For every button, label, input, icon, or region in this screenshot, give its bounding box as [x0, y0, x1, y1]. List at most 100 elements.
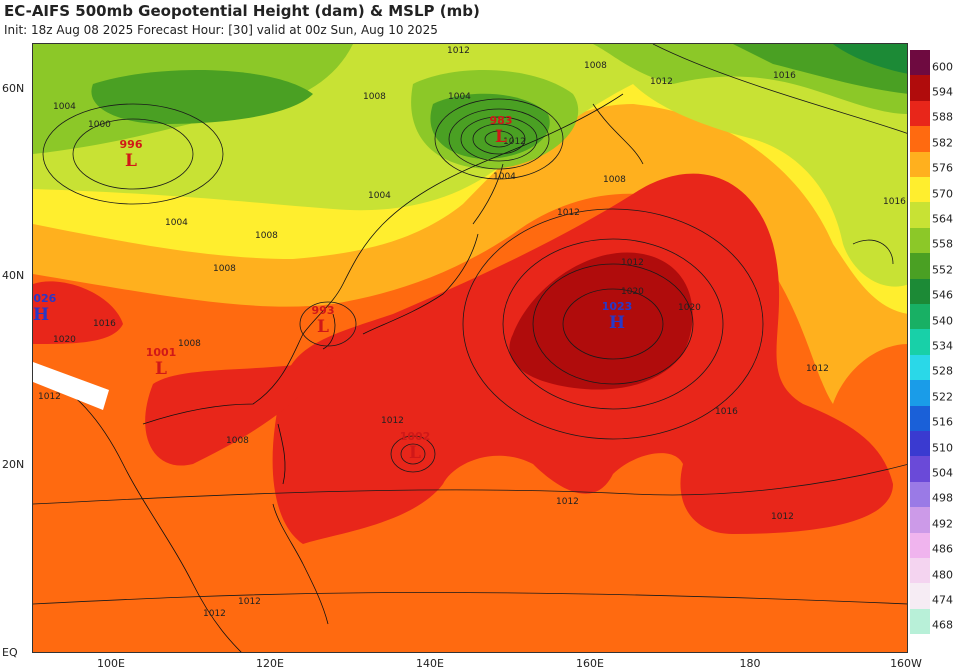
colorbar-label: 492: [932, 517, 953, 531]
colorbar-swatch: [910, 354, 930, 381]
center-letter: H: [609, 313, 625, 333]
isobar-label: 1012: [621, 258, 644, 268]
map-canvas: 1012 1012 1008 1016 1004 1000 1004 1008 …: [33, 44, 907, 652]
lon-tick: 120E: [256, 657, 284, 670]
center-letter: L: [155, 359, 167, 379]
pressure-center: 1002 L: [400, 430, 431, 463]
center-value: 1001: [146, 346, 177, 359]
isobar-label: 1008: [226, 436, 249, 446]
pressure-centers: 996 L 983 L 1026 H 993 L 1001 L 1023 H 1…: [33, 114, 632, 463]
isobar-label: 1016: [883, 197, 906, 207]
isobar-label: 1012: [203, 609, 226, 619]
colorbar-label: 540: [932, 314, 953, 327]
colorbar-label: 498: [932, 491, 953, 505]
colorbar-swatch: [910, 380, 930, 406]
colorbar-swatch: [910, 481, 930, 508]
colorbar-label: 510: [932, 441, 953, 454]
lon-tick: 160W: [890, 657, 922, 670]
colorbar-swatch: [910, 608, 930, 635]
isobar-label: 1012: [38, 392, 61, 402]
colorbar-label: 564: [932, 212, 953, 226]
colorbar-label: 528: [932, 364, 953, 378]
chart-title: EC-AIFS 500mb Geopotential Height (dam) …: [4, 2, 480, 20]
field-552-zone-nw: [91, 70, 313, 124]
colorbar-label: 534: [932, 339, 953, 353]
lat-tick: 20N: [2, 458, 25, 471]
lat-tick: EQ: [2, 646, 18, 659]
colorbar-label: 582: [932, 136, 953, 150]
center-letter: L: [409, 443, 421, 463]
pressure-center: 996 L: [120, 138, 143, 171]
colorbar-swatch: [910, 202, 930, 228]
center-value: 983: [490, 114, 513, 127]
isobar-label: 1008: [363, 92, 386, 102]
colorbar-label: 552: [932, 263, 953, 277]
isobar-label: 1000: [88, 120, 111, 130]
center-letter: L: [125, 151, 137, 171]
pressure-center: 1023 H: [602, 300, 633, 333]
lon-tick: 180: [739, 657, 761, 670]
center-letter: H: [33, 305, 49, 325]
field-588-zone-china: [145, 359, 333, 466]
isobars: [33, 44, 907, 605]
pressure-center: 1001 L: [146, 346, 177, 379]
colorbar-swatch: [910, 100, 930, 127]
isobar-label: 1004: [368, 191, 391, 201]
colorbar-swatch: [910, 558, 930, 584]
chart-subtitle: Init: 18z Aug 08 2025 Forecast Hour: [30…: [4, 23, 438, 37]
colorbar-swatch: [910, 50, 930, 76]
colorbar-label: 594: [932, 85, 953, 99]
colorbar-swatch: [910, 405, 930, 431]
center-value: 993: [312, 304, 335, 317]
isobar-label: 1008: [584, 61, 607, 71]
colorbar-swatch: [910, 583, 930, 609]
colorbar-swatch: [910, 329, 930, 355]
colorbar-swatch: [910, 532, 930, 558]
colorbar-swatch: [910, 126, 930, 152]
lon-tick: 100E: [97, 657, 125, 670]
colorbar-swatch: [910, 304, 930, 330]
missing-data-wedge: [33, 362, 109, 410]
center-value: 1026: [33, 292, 57, 305]
colorbar-label: 468: [932, 618, 953, 632]
coastlines: [33, 93, 644, 652]
colorbar-label: 558: [932, 237, 953, 251]
isobar-label: 1004: [165, 218, 188, 228]
isobar-labels: 1012 1012 1008 1016 1004 1000 1004 1008 …: [38, 46, 906, 619]
colorbar-swatch: [910, 431, 930, 457]
colorbar-label: 546: [932, 288, 953, 302]
isobar-label: 1004: [53, 102, 76, 112]
field-594-core: [509, 252, 693, 390]
isobar-label: 1020: [621, 287, 644, 297]
lon-tick: 140E: [416, 657, 444, 670]
isobar-label: 1016: [715, 407, 738, 417]
pressure-center: 1026 H: [33, 292, 57, 325]
colorbar-label: 588: [932, 110, 953, 124]
lat-tick: 40N: [2, 269, 25, 282]
lat-tick: 60N: [2, 82, 25, 95]
field-546-zone-ne: [833, 44, 907, 74]
isobar-label: 1012: [381, 416, 404, 426]
colorbar-label: 522: [932, 390, 953, 404]
map-panel: 1012 1012 1008 1016 1004 1000 1004 1008 …: [32, 43, 908, 653]
center-value: 1023: [602, 300, 633, 313]
isobar-label: 1008: [213, 264, 236, 274]
colorbar-swatch: [910, 75, 930, 101]
center-letter: L: [495, 127, 507, 147]
isobar-label: 1004: [493, 172, 516, 182]
isobar-label: 1012: [650, 77, 673, 87]
colorbar-label: 576: [932, 161, 953, 175]
colorbar-swatch: [910, 456, 930, 482]
colorbar-swatch: [910, 227, 930, 254]
colorbar-label: 516: [932, 415, 953, 429]
center-letter: L: [317, 317, 329, 337]
colorbar-label: 474: [932, 593, 953, 607]
isobar-label: 1008: [255, 231, 278, 241]
pressure-center: 983 L: [490, 114, 513, 147]
colorbar-swatch: [910, 253, 930, 279]
field-588-zone-tibet: [33, 281, 123, 344]
colorbar-swatch: [910, 507, 930, 533]
colorbar-label: 570: [932, 187, 953, 200]
isobar-label: 1012: [806, 364, 829, 374]
center-value: 1002: [400, 430, 431, 443]
